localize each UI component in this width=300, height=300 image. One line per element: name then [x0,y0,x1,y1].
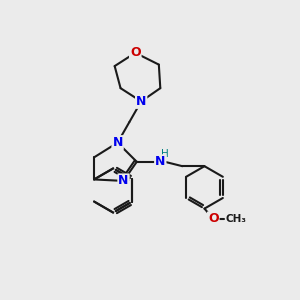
Text: N: N [118,174,129,188]
Text: N: N [136,95,146,108]
Text: H: H [156,157,165,167]
Text: N: N [155,155,166,168]
Text: CH₃: CH₃ [226,214,247,224]
Text: O: O [130,46,141,59]
Text: H: H [161,149,169,159]
Text: O: O [208,212,219,225]
Text: N: N [112,136,123,149]
